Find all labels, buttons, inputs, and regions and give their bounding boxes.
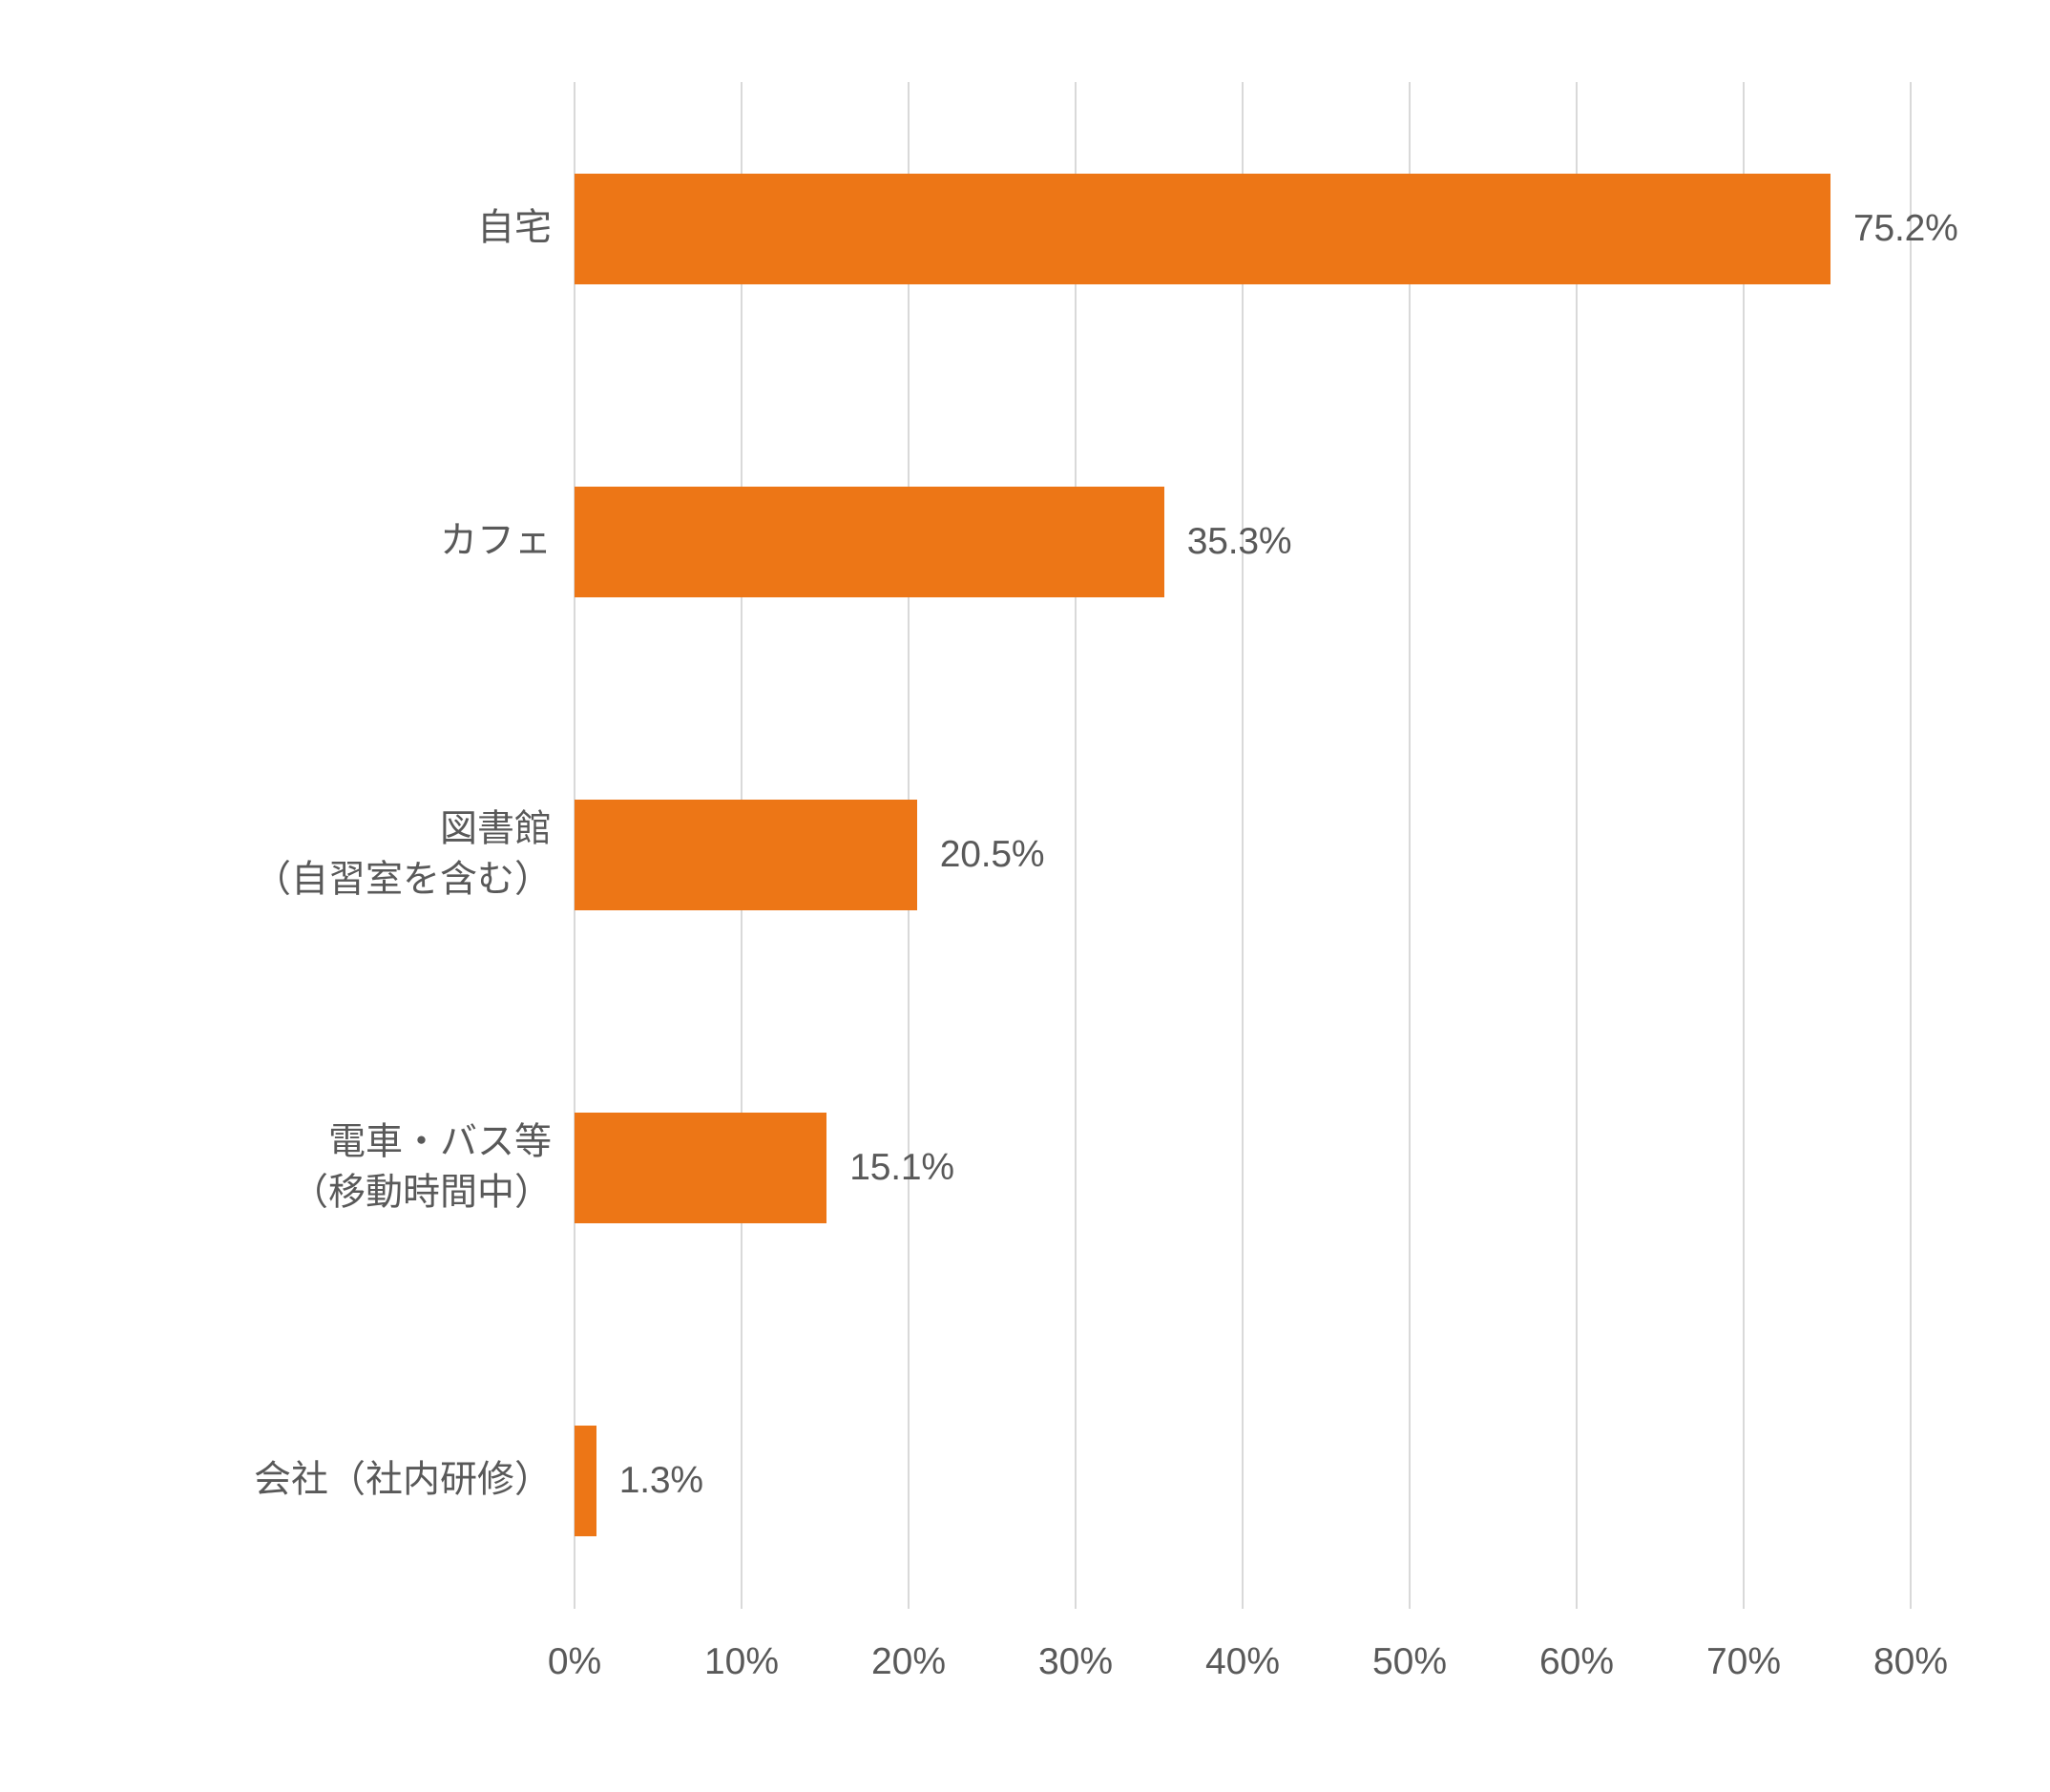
category-label: 会社（社内研修） xyxy=(17,1456,552,1507)
bar xyxy=(575,1426,596,1536)
gridline xyxy=(1075,82,1077,1609)
x-tick-label: 30% xyxy=(1038,1641,1113,1683)
x-tick-label: 70% xyxy=(1706,1641,1781,1683)
x-tick-label: 20% xyxy=(871,1641,946,1683)
gridline xyxy=(1576,82,1578,1609)
x-tick-label: 0% xyxy=(548,1641,601,1683)
bar xyxy=(575,1113,826,1223)
gridline xyxy=(1743,82,1745,1609)
category-label: 自宅 xyxy=(17,204,552,255)
bar xyxy=(575,487,1164,597)
bar-value-label: 20.5% xyxy=(940,834,1045,876)
bar xyxy=(575,174,1830,284)
x-tick-label: 60% xyxy=(1539,1641,1614,1683)
gridline xyxy=(1242,82,1244,1609)
gridline xyxy=(1910,82,1912,1609)
x-tick-label: 10% xyxy=(704,1641,779,1683)
bar xyxy=(575,800,917,910)
x-tick-label: 80% xyxy=(1873,1641,1948,1683)
category-label: 図書館 （自習室を含む） xyxy=(17,804,552,905)
x-tick-label: 50% xyxy=(1372,1641,1447,1683)
bar-value-label: 1.3% xyxy=(619,1460,703,1502)
bar-value-label: 75.2% xyxy=(1853,208,1958,250)
gridline xyxy=(1409,82,1411,1609)
category-label: カフェ xyxy=(17,517,552,568)
bar-chart: 0% 10% 20% 30% 40% 50% 60% 70% 80% 75.2% 自宅 35.3% カフ… xyxy=(0,0,2050,1792)
x-tick-label: 40% xyxy=(1205,1641,1280,1683)
category-label: 電車・バス等 （移動時間中） xyxy=(17,1117,552,1218)
bar-value-label: 15.1% xyxy=(849,1147,954,1189)
plot-area xyxy=(575,82,1911,1609)
bar-value-label: 35.3% xyxy=(1187,521,1292,563)
